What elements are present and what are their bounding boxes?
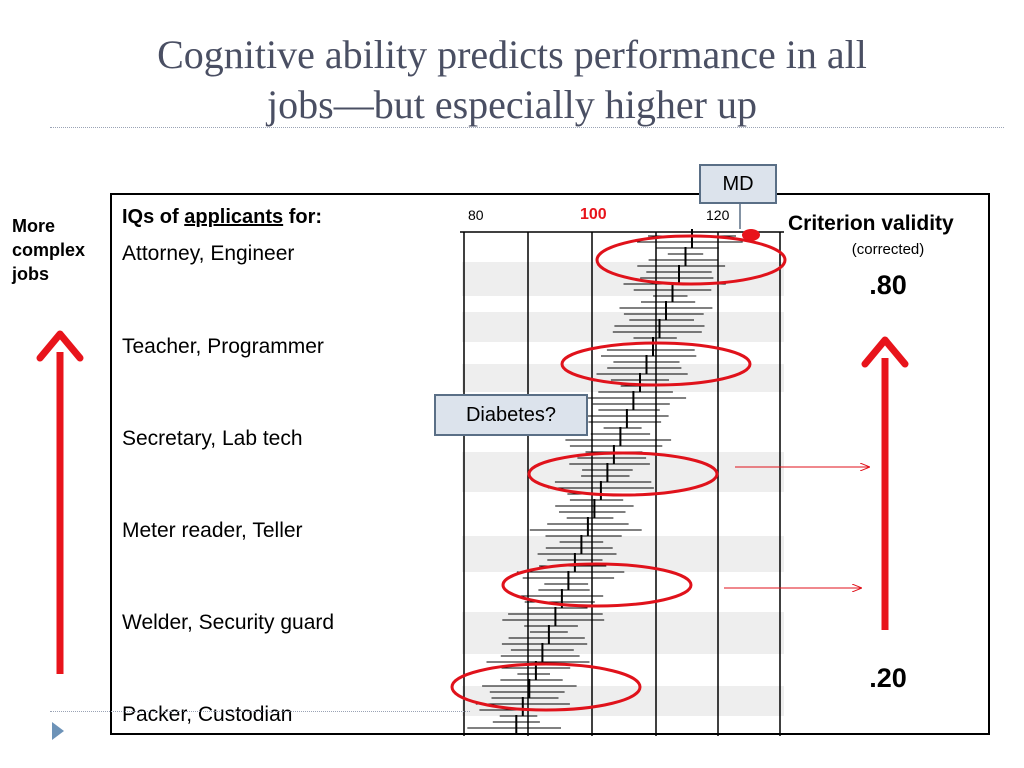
ellipse-packer bbox=[450, 662, 642, 712]
row-label-attorney-engineer: Attorney, Engineer bbox=[122, 242, 295, 265]
iq-tick-100: 100 bbox=[580, 206, 607, 223]
row-label-welder-security-guard: Welder, Security guard bbox=[122, 611, 335, 634]
title-divider bbox=[50, 127, 1004, 128]
table-header-prefix: IQs of bbox=[122, 206, 185, 228]
highlight-ellipses bbox=[450, 234, 787, 712]
criterion-value-bottom: .20 bbox=[869, 663, 907, 693]
row-band bbox=[462, 452, 784, 492]
criterion-validity-title: Criterion validity bbox=[788, 212, 954, 235]
table-header: IQs of applicants for: bbox=[122, 206, 322, 229]
iq-range-bars bbox=[466, 229, 743, 735]
iq-grid-lines bbox=[460, 231, 784, 736]
table-header-emphasis: applicants bbox=[184, 206, 284, 228]
criterion-validity-subtitle: (corrected) bbox=[851, 241, 925, 258]
side-label-line3: jobs bbox=[12, 264, 50, 284]
ellipse-welder bbox=[501, 562, 693, 608]
side-label-line1: More bbox=[12, 216, 56, 236]
slide-title-line2: jobs—but especially higher up bbox=[267, 82, 757, 127]
row-band bbox=[462, 312, 784, 342]
iq-tick-80: 80 bbox=[468, 207, 484, 223]
side-label-line2: complex bbox=[12, 240, 86, 260]
md-callout: MD bbox=[699, 164, 777, 204]
slide-title-line1: Cognitive ability predicts performance i… bbox=[157, 32, 867, 77]
big-arrow-right bbox=[861, 336, 909, 630]
row-band bbox=[462, 536, 784, 572]
more-complex-jobs-label: More complex jobs bbox=[12, 214, 112, 286]
slide-title: Cognitive ability predicts performance i… bbox=[0, 30, 1024, 130]
criterion-value-top: .80 bbox=[869, 270, 907, 300]
footer-divider bbox=[50, 711, 470, 712]
row-band bbox=[462, 612, 784, 654]
row-label-packer-custodian: Packer, Custodian bbox=[122, 703, 293, 726]
table-header-suffix: for: bbox=[283, 206, 323, 228]
row-label-secretary-lab-tech: Secretary, Lab tech bbox=[122, 427, 303, 450]
bullet-triangle-icon bbox=[52, 722, 64, 740]
row-label-meter-reader-teller: Meter reader, Teller bbox=[122, 519, 303, 542]
row-label-teacher-programmer: Teacher, Programmer bbox=[122, 335, 324, 358]
row-band bbox=[462, 262, 784, 296]
iq-tick-120: 120 bbox=[706, 207, 730, 223]
row-bands bbox=[462, 262, 784, 716]
ellipse-secretary bbox=[527, 451, 719, 497]
md-marker-dot bbox=[742, 229, 760, 241]
big-arrow-left bbox=[36, 330, 84, 674]
ellipse-teacher bbox=[560, 341, 752, 387]
diabetes-callout: Diabetes? bbox=[434, 394, 588, 436]
ellipse-attorney bbox=[595, 234, 787, 286]
